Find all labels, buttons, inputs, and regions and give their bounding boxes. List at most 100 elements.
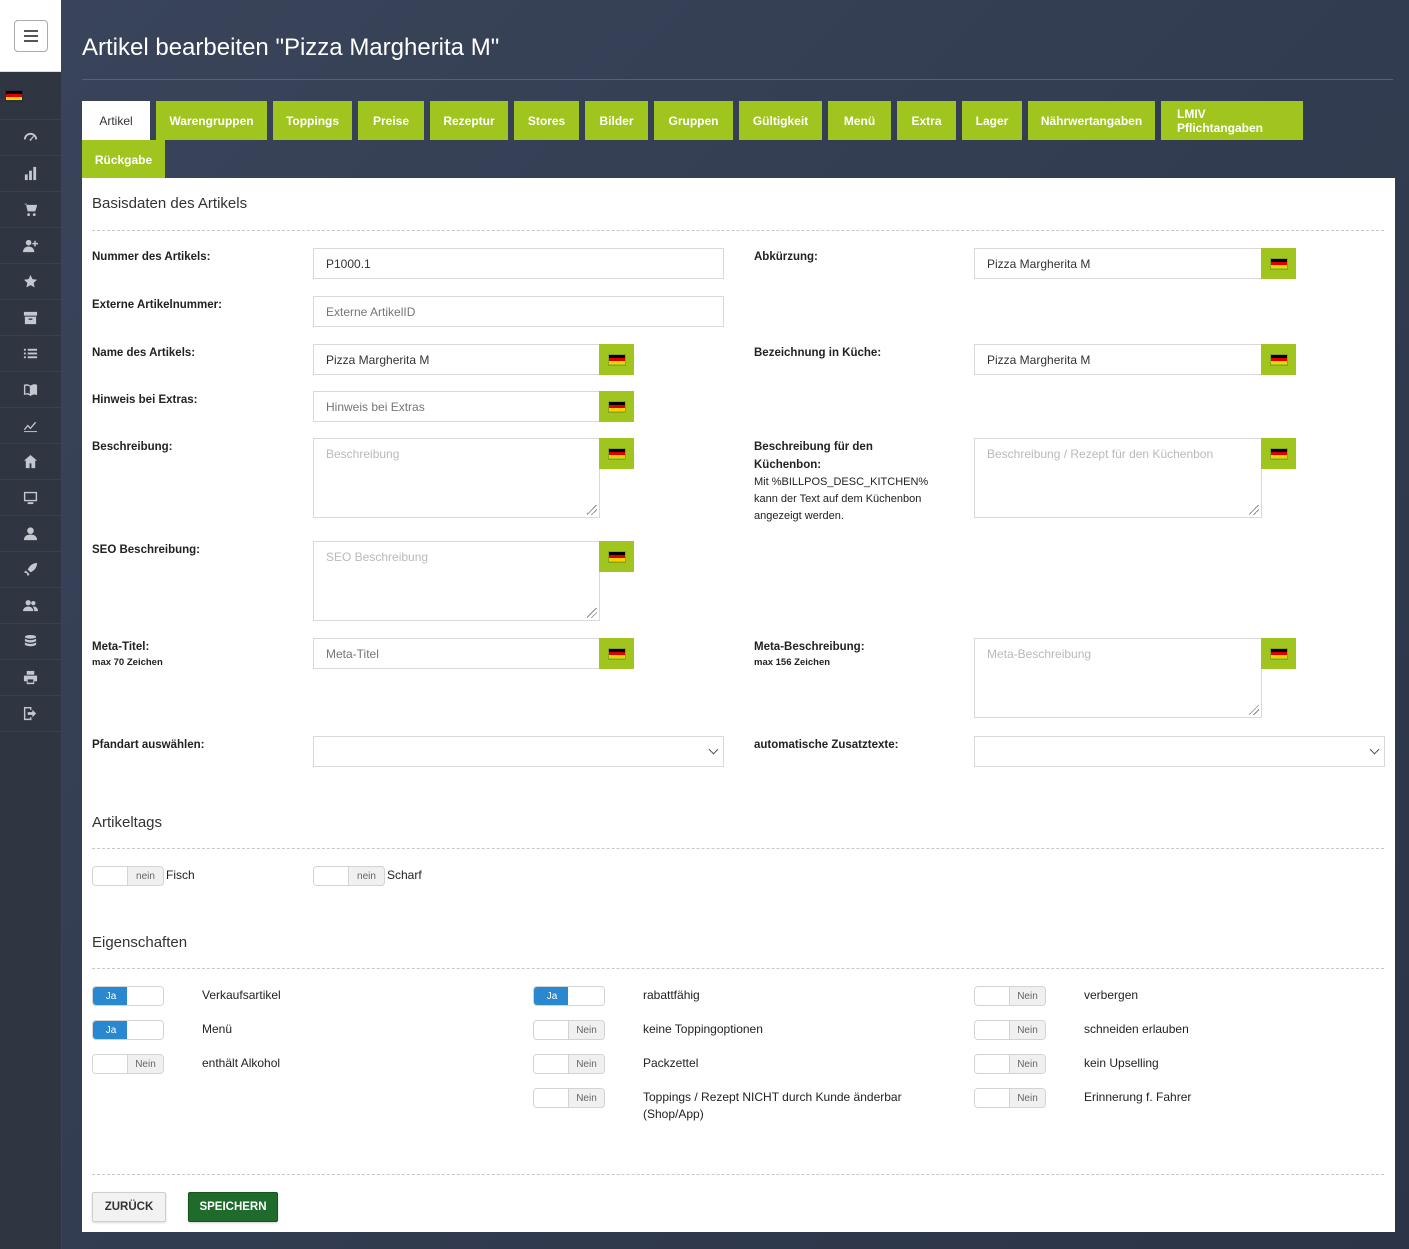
keine-toppingoptionen-toggle[interactable]: Nein xyxy=(533,1020,605,1040)
sidebar-item-home[interactable] xyxy=(0,444,61,480)
sidebar-item-trends[interactable] xyxy=(0,408,61,444)
toppings-nicht-aenderbar-toggle[interactable]: Nein xyxy=(533,1088,605,1108)
article-name-input[interactable] xyxy=(313,344,600,375)
tag-fisch-label: Fisch xyxy=(166,868,195,882)
meta-title-language-button[interactable] xyxy=(599,638,634,669)
sidebar-header xyxy=(0,0,61,72)
sidebar-item-catalog[interactable] xyxy=(0,372,61,408)
extras-hint-input[interactable] xyxy=(313,391,600,422)
rocket-icon xyxy=(23,562,38,577)
monitor-icon xyxy=(23,491,38,505)
resize-handle[interactable] xyxy=(1249,505,1259,515)
book-icon xyxy=(23,384,38,397)
additional-texts-select[interactable] xyxy=(974,736,1385,767)
sidebar-item-statistics[interactable] xyxy=(0,156,61,192)
kitchen-name-input[interactable] xyxy=(974,344,1262,375)
language-switch[interactable] xyxy=(0,72,61,120)
menue-toggle[interactable]: Ja xyxy=(92,1020,164,1040)
seo-language-button[interactable] xyxy=(599,541,634,572)
back-button[interactable]: ZURÜCK xyxy=(92,1192,166,1222)
tab-preise[interactable]: Preise xyxy=(358,101,424,140)
tag-scharf-toggle[interactable]: nein xyxy=(313,866,385,886)
label-nummer: Nummer des Artikels: xyxy=(92,251,211,263)
external-id-input[interactable] xyxy=(313,296,724,327)
tab-menue[interactable]: Menü xyxy=(828,101,891,140)
packzettel-toggle[interactable]: Nein xyxy=(533,1054,605,1074)
toggle-state: Nein xyxy=(1009,1089,1045,1107)
label-beschreibung: Beschreibung: xyxy=(92,441,173,453)
archive-icon xyxy=(23,311,38,325)
tab-bilder[interactable]: Bilder xyxy=(585,101,648,140)
verkaufsartikel-toggle[interactable]: Ja xyxy=(92,986,164,1006)
tab-rueckgabe[interactable]: Rückgabe xyxy=(82,140,165,179)
tab-gruppen[interactable]: Gruppen xyxy=(654,101,733,140)
chevron-down-icon xyxy=(1369,744,1380,755)
section-divider xyxy=(92,968,1384,969)
meta-description-language-button[interactable] xyxy=(1261,638,1296,669)
label-hinweis: Hinweis bei Extras: xyxy=(92,394,198,406)
tab-lager[interactable]: Lager xyxy=(962,101,1022,140)
rabattfaehig-toggle[interactable]: Ja xyxy=(533,986,605,1006)
meta-title-label-text: Meta-Titel: xyxy=(92,641,150,653)
label-zusatztexte: automatische Zusatztexte: xyxy=(754,739,899,751)
save-button[interactable]: SPEICHERN xyxy=(188,1192,278,1222)
verbergen-toggle[interactable]: Nein xyxy=(974,986,1046,1006)
deposit-type-select[interactable] xyxy=(313,736,724,767)
abbreviation-input[interactable] xyxy=(974,248,1262,279)
alkohol-toggle[interactable]: Nein xyxy=(92,1054,164,1074)
sidebar-item-favorites[interactable] xyxy=(0,264,61,300)
sidebar-item-list[interactable] xyxy=(0,336,61,372)
kein-upselling-toggle[interactable]: Nein xyxy=(974,1054,1046,1074)
name-language-button[interactable] xyxy=(599,344,634,375)
hint-language-button[interactable] xyxy=(599,391,634,422)
kitchen-bon-language-button[interactable] xyxy=(1261,438,1296,469)
resize-handle[interactable] xyxy=(1249,705,1259,715)
tab-artikel[interactable]: Artikel xyxy=(82,101,150,140)
section-title-basisdaten: Basisdaten des Artikels xyxy=(92,195,248,212)
description-textarea[interactable]: Beschreibung xyxy=(313,438,600,518)
german-flag-icon xyxy=(1269,647,1288,660)
seo-description-textarea[interactable]: SEO Beschreibung xyxy=(313,541,600,621)
label-meta-titel: Meta-Titel: max 70 Zeichen xyxy=(92,638,163,670)
tab-stores[interactable]: Stores xyxy=(514,101,579,140)
tag-fisch-toggle[interactable]: nein xyxy=(92,866,164,886)
sidebar-item-print[interactable] xyxy=(0,660,61,696)
german-flag-icon xyxy=(1269,353,1288,366)
tab-lmiv-pflichtangaben[interactable]: LMIV Pflichtangaben xyxy=(1161,101,1303,140)
sidebar-item-orders[interactable] xyxy=(0,192,61,228)
sidebar-item-users[interactable] xyxy=(0,588,61,624)
article-number-input[interactable] xyxy=(313,248,724,279)
resize-handle[interactable] xyxy=(587,505,597,515)
meta-description-textarea[interactable]: Meta-Beschreibung xyxy=(974,638,1262,718)
description-language-button[interactable] xyxy=(599,438,634,469)
sidebar-item-monitor[interactable] xyxy=(0,480,61,516)
trend-chart-icon xyxy=(23,421,38,433)
rabattfaehig-label: rabattfähig xyxy=(643,988,700,1002)
schneiden-erlauben-toggle[interactable]: Nein xyxy=(974,1020,1046,1040)
tab-naehrwertangaben[interactable]: Nährwertangaben xyxy=(1028,101,1155,140)
sidebar-item-user[interactable] xyxy=(0,516,61,552)
sidebar-item-logout[interactable] xyxy=(0,696,61,732)
kitchen-bon-textarea[interactable]: Beschreibung / Rezept für den Küchenbon xyxy=(974,438,1262,518)
resize-handle[interactable] xyxy=(587,608,597,618)
meta-description-limit: max 156 Zeichen xyxy=(754,657,831,668)
meta-title-input[interactable] xyxy=(313,638,600,669)
tab-warengruppen[interactable]: Warengruppen xyxy=(156,101,267,140)
tab-gueltigkeit[interactable]: Gültigkeit xyxy=(739,101,822,140)
toggle-state: nein xyxy=(127,867,163,885)
sidebar-item-launch[interactable] xyxy=(0,552,61,588)
sidebar-item-add-customer[interactable] xyxy=(0,228,61,264)
dashboard-gauge-icon xyxy=(23,132,38,141)
chevron-down-icon xyxy=(708,744,719,755)
users-icon xyxy=(23,600,38,612)
kitchen-name-language-button[interactable] xyxy=(1261,344,1296,375)
tab-rezeptur[interactable]: Rezeptur xyxy=(430,101,508,140)
tab-extra[interactable]: Extra xyxy=(897,101,956,140)
abbreviation-language-button[interactable] xyxy=(1261,248,1296,279)
sidebar-item-archive[interactable] xyxy=(0,300,61,336)
erinnerung-fahrer-toggle[interactable]: Nein xyxy=(974,1088,1046,1108)
menu-toggle-button[interactable] xyxy=(13,19,48,52)
sidebar-item-dashboard[interactable] xyxy=(0,120,61,156)
sidebar-item-database[interactable] xyxy=(0,624,61,660)
tab-toppings[interactable]: Toppings xyxy=(273,101,352,140)
